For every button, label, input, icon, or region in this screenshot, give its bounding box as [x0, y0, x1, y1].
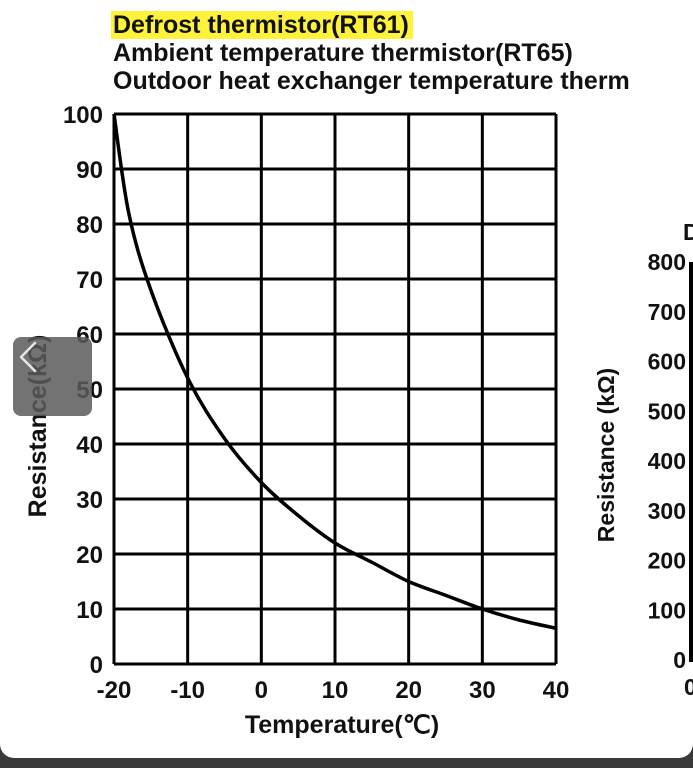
- y-tick-label: 90: [76, 157, 103, 184]
- y-tick-label: 40: [76, 432, 103, 459]
- x-axis-label: Temperature(℃): [245, 711, 439, 739]
- y-tick-label: 30: [76, 487, 103, 514]
- second-chart: D 0 100 200 300 400 500 600 700 800 0 Resistance…: [593, 219, 693, 700]
- y-tick-label: 80: [76, 212, 103, 239]
- second-chart-x-tick: 0: [684, 674, 693, 700]
- second-chart-y-ticks: 0 100 200 300 400 500 600 700 800: [648, 249, 686, 673]
- second-chart-y-tick-label: 700: [648, 299, 686, 325]
- back-button[interactable]: [13, 337, 92, 416]
- second-chart-y-tick-label: 800: [648, 249, 686, 275]
- x-tick-label: 10: [322, 677, 349, 704]
- y-tick-label: 20: [76, 542, 103, 569]
- x-tick-label: 20: [395, 677, 422, 704]
- highlighted-title: Defrost thermistor(RT61): [111, 11, 413, 39]
- second-chart-y-tick-label: 100: [648, 597, 686, 623]
- second-chart-y-axis-label: Resistance (kΩ): [593, 368, 619, 542]
- chevron-left-icon: [19, 341, 37, 373]
- x-tick-label: -10: [170, 677, 205, 704]
- second-chart-y-tick-label: 400: [648, 448, 686, 474]
- resistance-curve: [112, 113, 557, 630]
- x-tick-label: 0: [255, 677, 268, 704]
- chart-title-line-2: Ambient temperature thermistor(RT65): [113, 39, 573, 67]
- x-tick-label: 40: [543, 677, 570, 704]
- x-tick-label: 30: [469, 677, 496, 704]
- grid: [112, 112, 558, 666]
- x-ticks: -20 -10 0 10 20 30 40: [97, 677, 570, 704]
- y-tick-label: 0: [90, 652, 103, 679]
- chart-title-line-1: Defrost thermistor(RT61): [111, 11, 413, 39]
- y-tick-label: 10: [76, 597, 103, 624]
- second-chart-y-tick-label: 200: [648, 548, 686, 574]
- y-tick-label: 70: [76, 267, 103, 294]
- x-tick-label: -20: [97, 677, 132, 704]
- second-chart-y-tick-label: 300: [648, 498, 686, 524]
- y-tick-label: 100: [63, 102, 103, 129]
- second-chart-y-tick-label: 500: [648, 398, 686, 424]
- second-chart-y-tick-label: 600: [648, 349, 686, 375]
- chart-title-line-3: Outdoor heat exchanger temperature therm: [113, 67, 630, 95]
- second-chart-y-tick-label: 0: [673, 647, 686, 673]
- second-chart-title-fragment: D: [683, 219, 693, 245]
